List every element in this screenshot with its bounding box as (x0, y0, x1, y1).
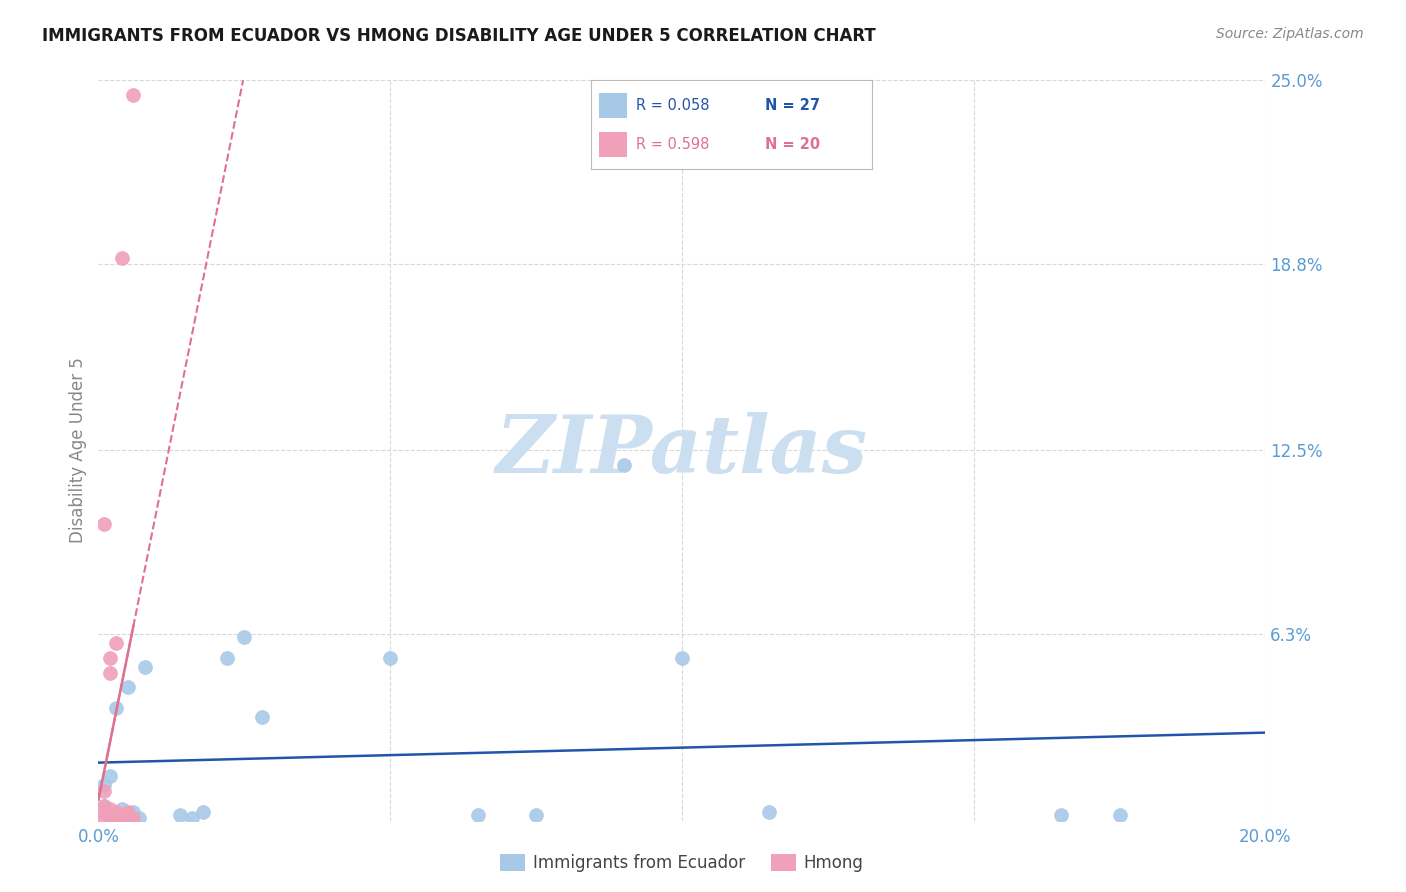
Point (111, 811, 134, 825)
Point (380, 650, 402, 665)
Text: Source: ZipAtlas.com: Source: ZipAtlas.com (1216, 27, 1364, 41)
Legend: Immigrants from Ecuador, Hmong: Immigrants from Ecuador, Hmong (494, 847, 870, 879)
Point (93, 517, 115, 532)
Point (117, 681, 139, 695)
Point (98, 802, 121, 816)
Point (104, 805, 127, 819)
Point (104, 811, 127, 825)
Point (117, 811, 139, 825)
Point (169, 807, 191, 822)
Point (98, 807, 121, 822)
Point (122, 805, 145, 819)
Point (93, 778, 115, 792)
Text: N = 27: N = 27 (765, 98, 820, 112)
Point (1050, 807, 1073, 822)
Point (93, 805, 115, 819)
Point (93, 784, 115, 798)
Point (111, 802, 134, 816)
Point (758, 805, 780, 819)
Point (122, 88, 145, 103)
Text: IMMIGRANTS FROM ECUADOR VS HMONG DISABILITY AGE UNDER 5 CORRELATION CHART: IMMIGRANTS FROM ECUADOR VS HMONG DISABIL… (42, 27, 876, 45)
Point (98, 769, 121, 783)
Point (134, 659, 156, 673)
Point (117, 807, 139, 822)
Point (98, 650, 121, 665)
Point (524, 807, 547, 822)
Point (128, 811, 150, 825)
Text: ZIPatlas: ZIPatlas (496, 412, 868, 489)
Point (93, 798, 115, 813)
Point (122, 811, 145, 825)
Text: N = 20: N = 20 (765, 137, 820, 152)
Point (111, 251, 134, 265)
Point (98, 665, 121, 680)
Point (93, 811, 115, 825)
Point (104, 636, 127, 650)
Point (117, 805, 139, 819)
Point (233, 630, 256, 644)
Point (111, 811, 134, 825)
FancyBboxPatch shape (599, 132, 627, 157)
Point (193, 805, 215, 819)
Point (215, 650, 238, 665)
Point (1108, 807, 1130, 822)
FancyBboxPatch shape (599, 93, 627, 118)
Point (104, 701, 127, 715)
Point (111, 807, 134, 822)
Point (104, 811, 127, 825)
Text: R = 0.058: R = 0.058 (636, 98, 709, 112)
Text: R = 0.598: R = 0.598 (636, 137, 709, 152)
Point (671, 650, 693, 665)
Point (612, 458, 634, 473)
Point (93, 798, 115, 813)
Point (117, 807, 139, 822)
Point (98, 811, 121, 825)
Y-axis label: Disability Age Under 5: Disability Age Under 5 (69, 358, 87, 543)
Point (180, 811, 202, 825)
Point (250, 710, 273, 724)
Point (467, 807, 489, 822)
